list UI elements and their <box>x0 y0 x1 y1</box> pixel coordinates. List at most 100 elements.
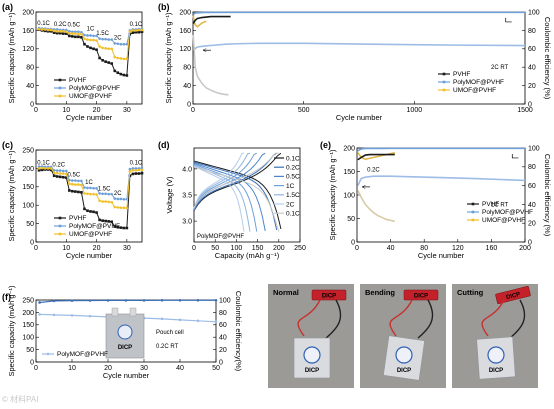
data-point-PVHF <box>98 56 101 60</box>
panel-d: (d) 0 50 100 150 200 250 3.0 3.5 4.0 Capacity (mAh… <box>158 140 306 260</box>
x-tick-label: 120 <box>452 245 464 252</box>
data-point-cap <box>214 320 218 324</box>
rate-label: 1C <box>87 26 95 32</box>
data-point-PolyMOF@PVHF <box>58 169 62 172</box>
x-axis-label: Cycle number <box>418 251 465 260</box>
data-point-UMOF@PVHF <box>122 57 126 61</box>
data-point-PolyMOF@PVHF <box>52 168 56 172</box>
data-point-PolyMOF@PVHF <box>77 30 80 34</box>
data-point-PVHF <box>140 30 144 34</box>
data-point-UMOF@PVHF <box>37 27 41 31</box>
data-point-UMOF@PVHF <box>46 28 50 32</box>
data-point-UMOF@PVHF <box>137 28 141 32</box>
data-point-PVHF <box>92 210 95 214</box>
data-point-PolyMOF@PVHF <box>101 37 104 41</box>
photo-label: Cutting <box>457 288 484 297</box>
data-point-UMOF@PVHF <box>49 167 53 170</box>
legend-entry: UMOF@PVHF <box>69 93 112 100</box>
legend-entry: PVHF <box>69 77 86 84</box>
y2-tick-label: 0 <box>219 359 223 366</box>
data-point-PVHF <box>64 32 68 35</box>
y-tick-label: 200 <box>22 166 34 173</box>
data-point-UMOF@PVHF <box>104 47 107 50</box>
discharge-curve <box>193 165 245 232</box>
wire-black <box>325 299 342 339</box>
data-point-UMOF@PVHF <box>74 32 77 35</box>
data-point-UMOF@PVHF <box>64 30 68 34</box>
data-point-PVHF <box>119 226 123 229</box>
data-point-cap <box>52 313 56 317</box>
x-axis-label: Cycle number <box>336 113 383 122</box>
data-point-PVHF <box>131 172 135 176</box>
data-point-UMOF@PVHF <box>98 45 101 48</box>
data-point-UMOF@PVHF <box>52 29 56 33</box>
data-point-PVHF <box>101 219 104 222</box>
data-point-UMOF@PVHF <box>86 38 89 41</box>
data-point-UMOF@PVHF <box>125 206 129 210</box>
legend-marker <box>58 216 62 220</box>
rate-label: 2C <box>114 191 122 197</box>
data-point-ce <box>160 299 164 302</box>
data-point-PVHF <box>113 225 117 228</box>
inset-text: DICP <box>118 345 132 351</box>
data-point-PolyMOF@PVHF <box>101 192 104 196</box>
data-point-UMOF@PVHF <box>89 38 92 42</box>
data-point-PolyMOF@PVHF <box>74 30 77 34</box>
data-point-UMOF@PVHF <box>77 32 80 36</box>
x-tick-label: 500 <box>298 107 310 114</box>
legend-entry: PolyMOF@PVHF <box>482 209 533 216</box>
data-point-PolyMOF@PVHF <box>83 186 86 189</box>
data-point-PolyMOF@PVHF <box>140 166 144 170</box>
data-point-UMOF@PVHF <box>61 172 65 175</box>
y2-tick-label: 80 <box>528 164 536 171</box>
y2-axis-label: Coulombic efficiency (%) <box>543 154 552 237</box>
x-tick-label: 30 <box>140 365 148 372</box>
series-line-cap-PolyMOF@PVHF <box>357 175 526 186</box>
data-point-UMOF@PVHF <box>74 183 77 186</box>
wire-black <box>417 299 434 339</box>
x-tick-label: 30 <box>123 245 131 252</box>
y2-tick-label: 100 <box>528 145 540 152</box>
data-point-PolyMOF@PVHF <box>89 186 92 190</box>
data-point-PVHF <box>71 35 74 38</box>
panel-label: (c) <box>2 140 13 150</box>
data-point-PVHF <box>83 42 86 46</box>
data-point-PVHF <box>40 168 44 172</box>
data-point-UMOF@PVHF <box>40 28 44 31</box>
data-point-PolyMOF@PVHF <box>116 197 120 201</box>
legend-marker <box>46 352 50 356</box>
data-point-PVHF <box>116 225 120 229</box>
y2-tick-label: 40 <box>528 202 536 209</box>
panel-label: (f) <box>2 292 11 302</box>
data-point-PVHF <box>37 168 41 172</box>
data-point-UMOF@PVHF <box>92 38 95 42</box>
data-point-PVHF <box>43 29 47 33</box>
y-tick-label: 50 <box>26 221 34 228</box>
legend-marker <box>58 232 62 236</box>
y-axis-label: Specific capacity (mAh g⁻¹) <box>7 12 16 104</box>
x-axis-label: Cycle number <box>103 371 150 380</box>
data-point-PVHF <box>61 32 65 35</box>
data-point-PolyMOF@PVHF <box>64 169 68 173</box>
series-line-ce-PolyMOF@PVHF <box>192 11 525 16</box>
led-text: DICP <box>322 294 336 300</box>
data-point-PVHF <box>134 172 138 175</box>
cell-text: DICP <box>305 368 319 374</box>
x-tick-label: 40 <box>176 365 184 372</box>
series-line-cap-UMOF@PVHF <box>192 34 229 96</box>
panel-label: (e) <box>320 140 331 150</box>
rate-label: 0.5C <box>68 23 81 29</box>
condition-annotation: 1C RT <box>491 202 509 208</box>
data-point-PolyMOF@PVHF <box>68 30 71 33</box>
rate-label: 0.1C <box>37 161 50 167</box>
legend-entry: 0.1C <box>286 211 300 218</box>
data-point-UMOF@PVHF <box>113 55 117 59</box>
data-point-UMOF@PVHF <box>68 182 71 186</box>
panel-label: (d) <box>158 140 170 150</box>
y-tick-label: 120 <box>22 46 34 53</box>
data-point-PVHF <box>107 220 110 223</box>
charge-curve <box>193 152 279 208</box>
data-point-PolyMOF@PVHF <box>77 179 80 183</box>
